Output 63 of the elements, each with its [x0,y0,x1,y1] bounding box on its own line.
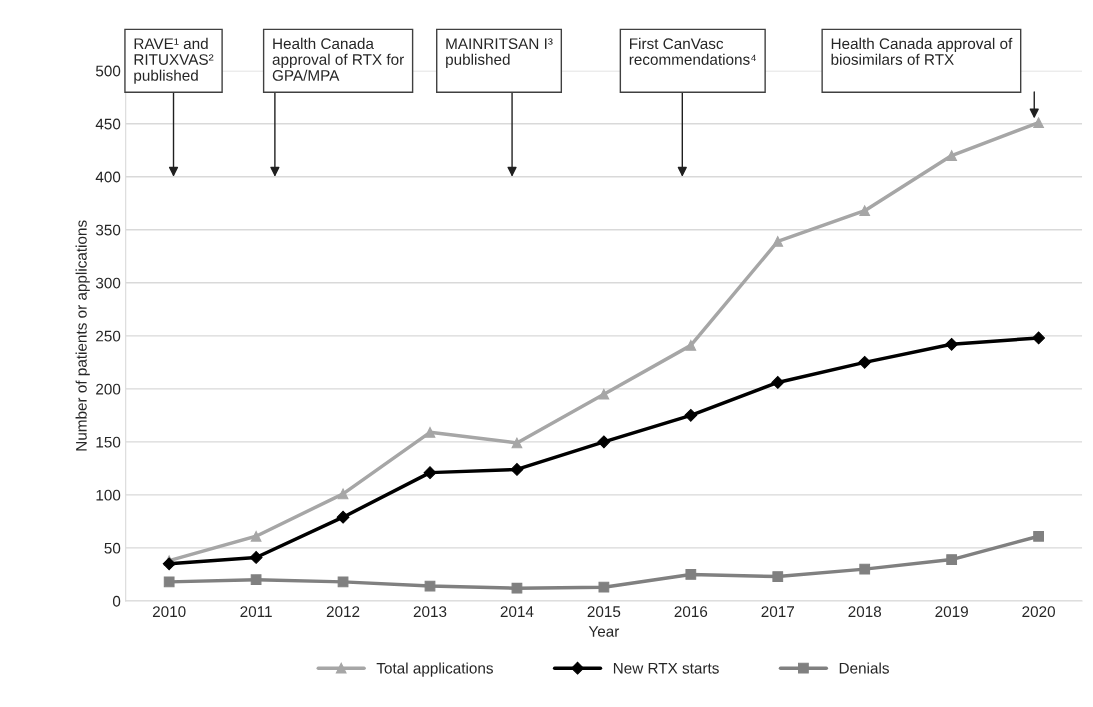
point [511,582,523,594]
point [945,337,959,351]
point [1033,530,1044,542]
annotation: RAVE¹ and RITUXVAS² published [134,37,214,84]
point [859,205,871,217]
x-tick-label: 2015 [587,606,621,618]
point [336,510,350,524]
legend-label: Total applications [376,662,493,677]
point [946,150,958,161]
x-tick-label: 2018 [848,606,882,618]
point [1032,331,1046,345]
y-tick-label: 50 [104,542,121,554]
x-tick-label: 2014 [500,606,534,618]
y-tick-label: 0 [112,595,121,607]
text: Health Canada approval of biosimilars of RTX [831,37,1013,65]
y-tick-label: 350 [95,224,121,236]
x-tick-label: 2012 [326,606,360,618]
x-axis-title: Year [588,626,620,637]
point [685,569,697,580]
y-tick-label: 450 [95,118,121,130]
point [163,576,175,588]
point [510,463,524,476]
point [858,355,872,369]
point [511,437,523,449]
y-tick-label: 100 [96,489,121,501]
x-tick-label: 2010 [152,606,186,618]
point [771,376,785,389]
text: MAINRITSAN I³ published [446,38,553,68]
point [250,530,262,542]
point [597,435,611,449]
x-tick-label: 2020 [1022,606,1055,618]
point [337,488,349,500]
point [598,388,610,400]
x-tick-label: 2019 [935,606,968,618]
x-tick-label: 2013 [413,606,447,618]
text: First CanVasc recommendations⁴ [629,37,756,65]
y-tick-label: 300 [95,277,121,289]
legend-label: Denials [839,662,889,674]
y-tick-label: 250 [96,330,121,342]
point [337,576,349,588]
point [772,571,784,582]
point [162,557,176,571]
point [772,236,784,247]
y-axis-title: Number of patients or applications [75,220,90,451]
x-tick-label: 2011 [240,606,272,618]
point [423,466,437,480]
point [859,563,871,575]
point [249,551,263,564]
point [424,426,436,438]
y-tick-label: 500 [95,65,121,77]
point [598,581,610,593]
y-tick-label: 400 [95,171,121,183]
point [685,339,697,351]
annotation: Health Canada approval of RTX for GPA/MPA [272,37,404,81]
point [250,574,262,586]
x-tick-label: 2017 [761,606,794,618]
point [1033,117,1044,129]
legend-label: New RTX starts [613,662,719,674]
point [684,408,698,422]
point [946,554,958,565]
x-tick-label: 2016 [674,606,708,618]
y-tick-label: 150 [96,436,121,448]
y-tick-label: 200 [96,383,121,395]
